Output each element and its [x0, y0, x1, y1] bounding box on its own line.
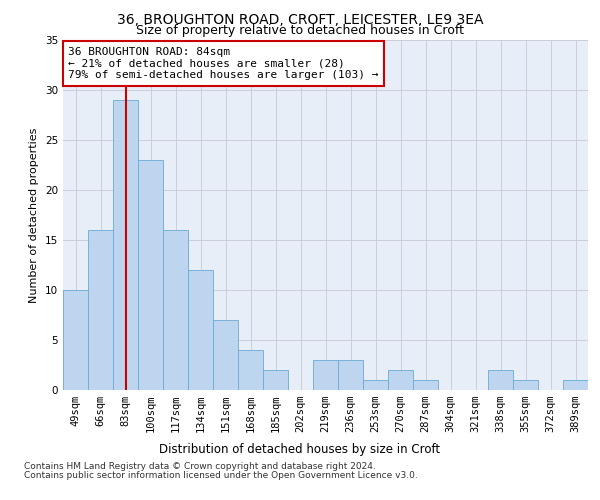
- Bar: [138, 160, 163, 390]
- Bar: [88, 230, 113, 390]
- Bar: [63, 290, 88, 390]
- Bar: [113, 100, 138, 390]
- Bar: [213, 320, 238, 390]
- Y-axis label: Number of detached properties: Number of detached properties: [29, 128, 40, 302]
- Bar: [263, 370, 288, 390]
- Text: 36, BROUGHTON ROAD, CROFT, LEICESTER, LE9 3EA: 36, BROUGHTON ROAD, CROFT, LEICESTER, LE…: [117, 12, 483, 26]
- Bar: [313, 360, 338, 390]
- Text: Contains HM Land Registry data © Crown copyright and database right 2024.: Contains HM Land Registry data © Crown c…: [24, 462, 376, 471]
- Text: Size of property relative to detached houses in Croft: Size of property relative to detached ho…: [136, 24, 464, 37]
- Bar: [413, 380, 438, 390]
- Bar: [363, 380, 388, 390]
- Bar: [163, 230, 188, 390]
- Bar: [338, 360, 363, 390]
- Bar: [188, 270, 213, 390]
- Bar: [563, 380, 588, 390]
- Bar: [513, 380, 538, 390]
- Text: Contains public sector information licensed under the Open Government Licence v3: Contains public sector information licen…: [24, 471, 418, 480]
- Bar: [488, 370, 513, 390]
- Bar: [238, 350, 263, 390]
- Text: Distribution of detached houses by size in Croft: Distribution of detached houses by size …: [160, 442, 440, 456]
- Text: 36 BROUGHTON ROAD: 84sqm
← 21% of detached houses are smaller (28)
79% of semi-d: 36 BROUGHTON ROAD: 84sqm ← 21% of detach…: [68, 47, 379, 80]
- Bar: [388, 370, 413, 390]
